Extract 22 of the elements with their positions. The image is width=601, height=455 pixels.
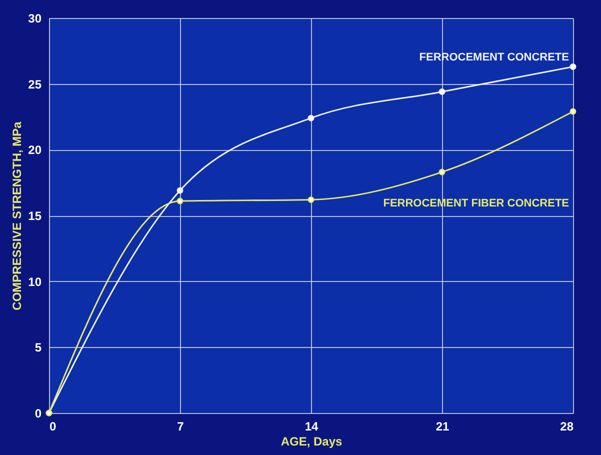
y-tick-label: 15 bbox=[28, 209, 42, 223]
x-tick-label: 14 bbox=[304, 420, 318, 434]
x-tick-label: 0 bbox=[50, 420, 56, 434]
y-tick-label: 25 bbox=[28, 77, 42, 92]
point bbox=[308, 196, 314, 203]
y-tick-label: 5 bbox=[34, 340, 42, 355]
x-tick-label: 21 bbox=[436, 420, 450, 434]
y-axis-title: COMPRESSIVE STRENGTH, MPa bbox=[10, 121, 24, 310]
point bbox=[308, 114, 314, 122]
x-tick-label: 28 bbox=[560, 420, 574, 434]
x-axis-title: AGE, Days bbox=[280, 434, 343, 448]
point bbox=[438, 168, 446, 176]
point bbox=[438, 88, 446, 95]
y-tick-label: 10 bbox=[28, 274, 42, 289]
y-tick-label: 0 bbox=[34, 406, 42, 420]
y-tick-label: 30 bbox=[28, 12, 42, 26]
y-tick-label: 20 bbox=[28, 143, 42, 158]
x-tick-label: 7 bbox=[177, 420, 184, 434]
point bbox=[176, 187, 184, 194]
point bbox=[176, 198, 184, 204]
point bbox=[570, 108, 576, 115]
point bbox=[570, 63, 576, 70]
